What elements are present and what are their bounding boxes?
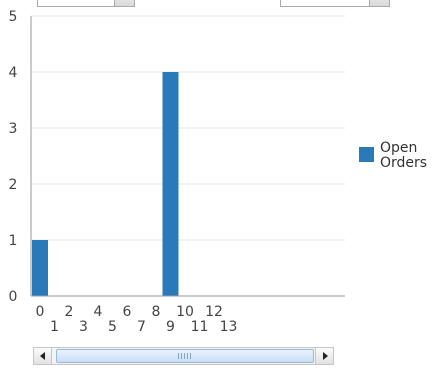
- x-tick-label: 3: [79, 319, 88, 335]
- y-tick-label: 3: [9, 121, 18, 137]
- scroll-thumb[interactable]: [56, 349, 314, 363]
- x-tick-label: 12: [205, 304, 223, 320]
- x-tick-label: 11: [191, 319, 209, 335]
- x-tick-label: 6: [123, 304, 132, 320]
- y-tick-label: 2: [9, 177, 18, 193]
- x-tick-label: 1: [50, 319, 59, 335]
- arrow-left-icon: [40, 352, 45, 360]
- x-tick-label: 8: [152, 304, 161, 320]
- legend: Open Orders: [359, 140, 427, 171]
- bar-9: [162, 72, 179, 296]
- x-tick-label: 10: [176, 304, 194, 320]
- x-tick-label: 2: [65, 304, 74, 320]
- combo-dropdown-button-left[interactable]: [114, 0, 134, 6]
- combo-dropdown-button-right[interactable]: [369, 0, 389, 6]
- x-tick-label: 0: [36, 304, 45, 320]
- y-tick-label: 5: [9, 9, 18, 25]
- legend-label-line2: Orders: [380, 155, 427, 171]
- horizontal-scrollbar[interactable]: [33, 347, 334, 365]
- bars: [32, 72, 179, 296]
- legend-swatch-open-orders: [359, 147, 374, 162]
- scroll-right-button[interactable]: [315, 348, 333, 364]
- bar-0: [32, 240, 48, 296]
- axes: [30, 16, 345, 297]
- filter-combo-right[interactable]: [280, 0, 390, 7]
- x-tick-label: 4: [94, 304, 103, 320]
- y-tick-label: 1: [9, 233, 18, 249]
- filter-combo-left[interactable]: [37, 0, 135, 7]
- x-tick-label: 7: [137, 319, 146, 335]
- gridlines: [31, 15, 345, 241]
- grip-icon: [178, 353, 192, 359]
- y-tick-label: 0: [9, 289, 18, 305]
- arrow-right-icon: [323, 352, 328, 360]
- y-axis-ticks: 0 1 2 3 4 5: [9, 9, 18, 305]
- x-tick-label: 9: [166, 319, 175, 335]
- legend-label-line1: Open: [380, 140, 417, 156]
- scroll-left-button[interactable]: [34, 348, 52, 364]
- x-tick-label: 13: [220, 319, 238, 335]
- y-tick-label: 4: [9, 65, 18, 81]
- x-tick-label: 5: [108, 319, 117, 335]
